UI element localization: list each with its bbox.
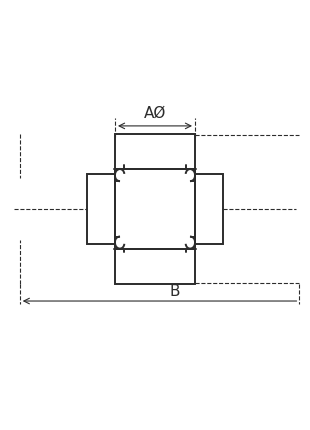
Text: B: B [170,285,180,299]
Text: AØ: AØ [144,105,166,120]
